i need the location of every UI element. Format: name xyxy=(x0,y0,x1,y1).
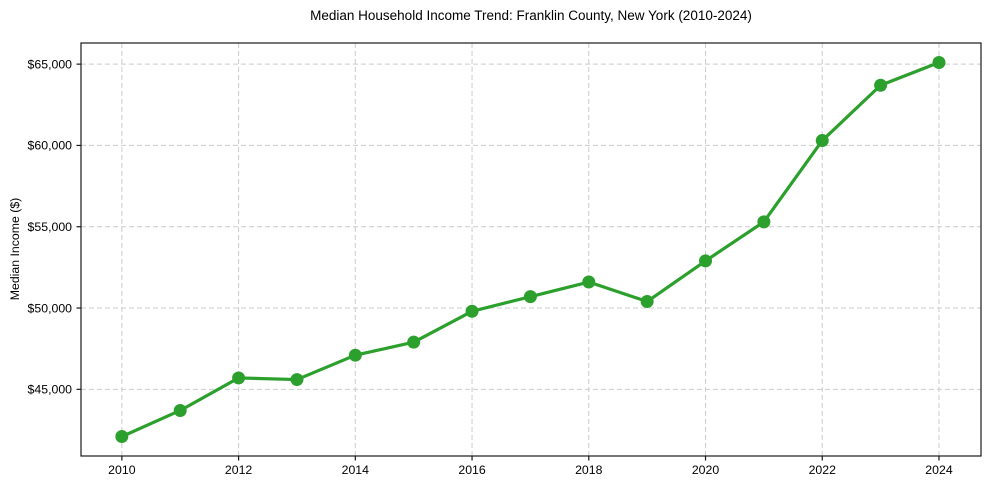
data-point-2014 xyxy=(348,348,362,362)
x-tick-label: 2024 xyxy=(925,463,953,477)
data-point-2021 xyxy=(757,215,771,229)
data-point-2010 xyxy=(115,429,129,443)
x-tick-label: 2016 xyxy=(458,463,486,477)
data-point-2019 xyxy=(640,295,654,309)
x-tick-label: 2014 xyxy=(342,463,370,477)
data-point-2015 xyxy=(407,335,421,349)
x-tick-label: 2018 xyxy=(575,463,603,477)
y-tick-label: $55,000 xyxy=(28,220,73,234)
data-point-2018 xyxy=(582,275,596,289)
data-point-2016 xyxy=(465,304,479,318)
x-tick-label: 2022 xyxy=(809,463,837,477)
data-point-2012 xyxy=(232,371,246,385)
x-tick-label: 2012 xyxy=(225,463,253,477)
y-tick-label: $60,000 xyxy=(28,139,73,153)
data-point-2022 xyxy=(815,134,829,148)
x-tick-label: 2020 xyxy=(692,463,720,477)
y-tick-label: $50,000 xyxy=(28,301,73,315)
chart-title: Median Household Income Trend: Franklin … xyxy=(310,8,752,23)
x-tick-label: 2010 xyxy=(108,463,136,477)
plot-border xyxy=(80,42,982,457)
y-tick-label: $45,000 xyxy=(28,383,73,397)
y-axis-label: Median Income ($) xyxy=(8,197,22,301)
data-point-2020 xyxy=(699,254,713,268)
data-point-2023 xyxy=(874,78,888,92)
y-tick-label: $65,000 xyxy=(28,57,73,71)
data-point-2024 xyxy=(932,56,946,70)
data-point-2013 xyxy=(290,373,304,387)
data-point-2011 xyxy=(173,403,187,417)
data-point-2017 xyxy=(523,290,537,304)
